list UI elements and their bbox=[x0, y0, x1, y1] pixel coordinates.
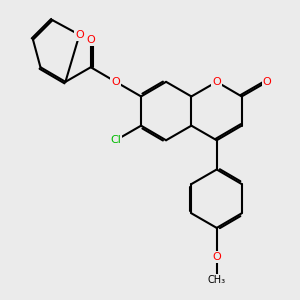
Text: O: O bbox=[111, 77, 120, 87]
Text: O: O bbox=[75, 30, 84, 40]
Text: O: O bbox=[262, 77, 272, 87]
Text: Cl: Cl bbox=[110, 135, 121, 145]
Text: O: O bbox=[212, 252, 221, 262]
Text: CH₃: CH₃ bbox=[208, 275, 226, 285]
Text: O: O bbox=[86, 34, 95, 45]
Text: O: O bbox=[212, 77, 221, 87]
